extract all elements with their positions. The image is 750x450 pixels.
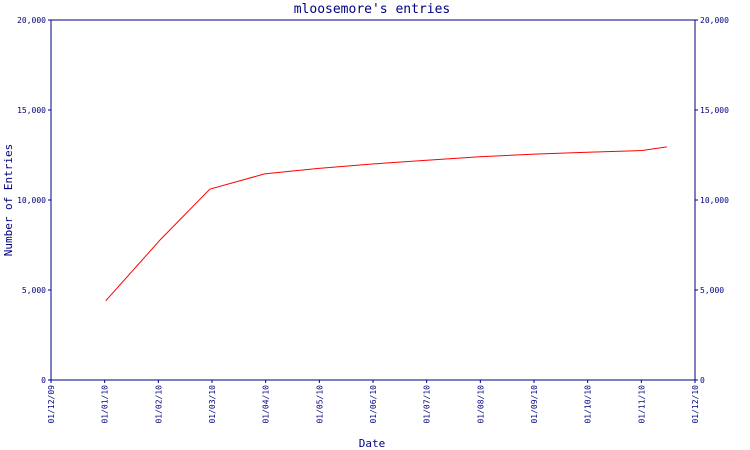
x-tick-label: 01/03/10 [208,385,217,424]
y-tick-label-right: 10,000 [700,196,729,205]
y-axis-right: 0 5,000 10,000 15,000 20,000 [695,16,729,385]
x-axis-label: Date [359,437,386,450]
x-tick-label: 01/06/10 [369,385,378,424]
x-tick-label: 01/11/10 [637,385,646,424]
x-tick-label: 01/08/10 [476,385,485,424]
plot-area [50,19,696,381]
series-group [105,146,667,302]
y-tick-label-left: 15,000 [17,106,46,115]
x-tick-label: 01/09/10 [530,385,539,424]
y-tick-label-right: 20,000 [700,16,729,25]
x-tick-label: 01/04/10 [262,385,271,424]
y-tick-label-right: 5,000 [700,286,724,295]
y-tick-label-left: 10,000 [17,196,46,205]
y-axis-left: 0 5,000 10,000 15,000 20,000 [17,16,51,385]
y-tick-label-left: 20,000 [17,16,46,25]
x-axis: 01/12/09 01/01/10 01/02/10 01/03/10 01/04/10… [47,380,700,424]
y-tick-label-left: 5,000 [22,286,46,295]
series-line [105,146,667,302]
y-axis-label: Number of Entries [2,144,15,257]
chart-title: mloosemore's entries [294,2,451,17]
x-tick-label: 01/12/10 [691,385,700,424]
x-tick-label: 01/12/09 [47,385,56,424]
y-tick-label-right: 15,000 [700,106,729,115]
x-tick-label: 01/10/10 [584,385,593,424]
x-tick-label: 01/02/10 [154,385,163,424]
y-tick-label-right: 0 [700,376,705,385]
x-tick-label: 01/07/10 [423,385,432,424]
x-tick-label: 01/05/10 [315,385,324,424]
y-tick-label-left: 0 [41,376,46,385]
x-tick-label: 01/01/10 [101,385,110,424]
